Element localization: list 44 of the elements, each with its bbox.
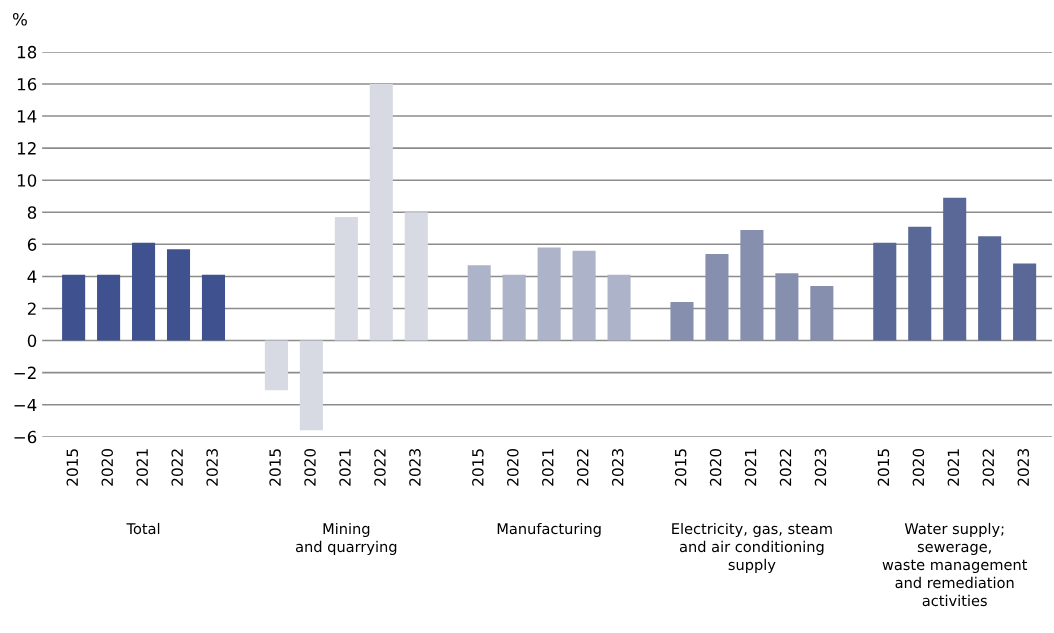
text: Mining and quarrying: [296, 522, 397, 555]
x-tick-label: 2015: [674, 449, 687, 486]
y-tick-label: 16: [17, 77, 37, 91]
x-tick-label: 2020: [101, 448, 114, 486]
y-tick-label: 12: [17, 142, 36, 155]
x-tick-label: 2022: [374, 449, 386, 486]
y-tick-label: 4: [27, 270, 37, 283]
x-tick-label: 2022: [982, 449, 995, 486]
y-tick-label: 18: [17, 45, 37, 59]
x-tick-label: 2021: [542, 449, 554, 486]
y-tick-label: 10: [17, 174, 37, 187]
y-axis-title: %: [12, 12, 27, 26]
x-tick-label: 2021: [947, 449, 960, 486]
x-tick-label: 2015: [269, 449, 281, 486]
x-tick-label: 2021: [744, 449, 757, 486]
text: Manufacturing: [497, 522, 601, 537]
x-tick-label: 2015: [877, 449, 890, 486]
y-tick-label: −4: [14, 398, 37, 412]
x-tick-label: 2023: [206, 449, 218, 486]
x-tick-label: 2023: [1017, 449, 1030, 486]
x-tick-label: 2023: [814, 449, 827, 486]
y-tick-label: 8: [27, 206, 37, 219]
text: Total: [126, 522, 160, 535]
y-tick-label: 14: [17, 110, 37, 123]
x-tick-label: 2022: [171, 449, 183, 486]
x-tick-label: 2020: [912, 448, 925, 486]
x-tick-label: 2022: [576, 449, 589, 486]
y-tick-label: 2: [27, 302, 36, 315]
text: Water supply; sewerage, waste management and remediation activities: [882, 522, 1028, 607]
x-tick-label: 2015: [472, 449, 484, 486]
x-tick-label: 2023: [409, 449, 421, 486]
x-tick-label: 2015: [66, 449, 79, 486]
y-tick-label: 6: [27, 238, 37, 251]
text: Electricity, gas, steam and air conditioning supply: [672, 522, 832, 573]
x-tick-label: 2023: [611, 449, 624, 486]
x-tick-label: 2021: [339, 449, 351, 486]
y-tick-label: 0: [27, 334, 37, 348]
x-tick-label: 2020: [304, 448, 316, 486]
y-tick-label: −6: [14, 430, 37, 444]
y-tick-label: −2: [14, 366, 36, 379]
x-tick-label: 2020: [709, 448, 722, 486]
x-tick-label: 2020: [507, 448, 519, 486]
x-tick-label: 2021: [136, 449, 148, 486]
x-tick-label: 2022: [779, 449, 792, 486]
